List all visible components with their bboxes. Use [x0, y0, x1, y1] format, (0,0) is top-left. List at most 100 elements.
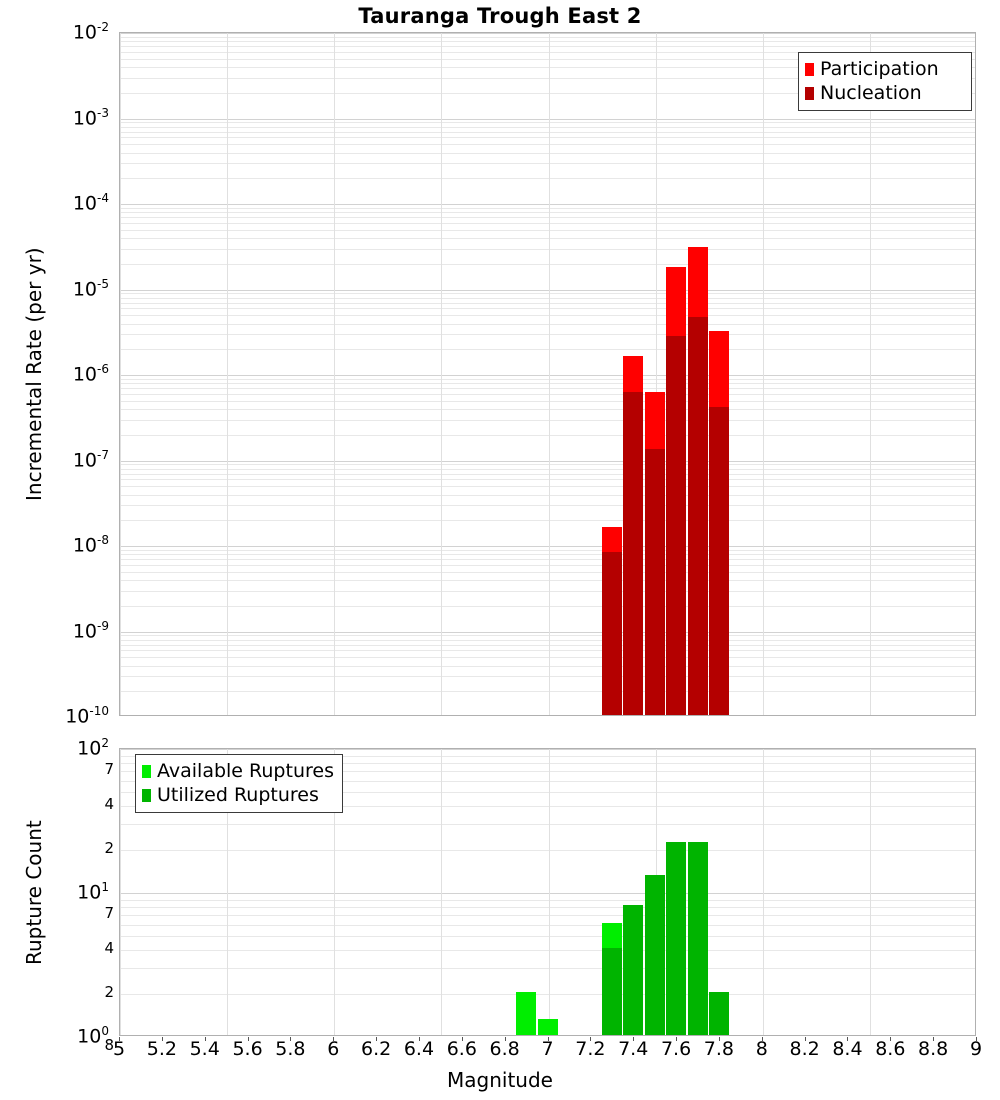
grid-line [120, 554, 975, 555]
grid-line [120, 303, 975, 304]
x-tick-mark [505, 1037, 506, 1041]
y-tick-label: 10-3 [4, 107, 109, 128]
grid-line [120, 591, 975, 592]
grid-line [120, 565, 975, 566]
y-tick-label: 10-5 [4, 278, 109, 299]
grid-line [120, 324, 975, 325]
grid-line [120, 550, 975, 551]
bar-segment-utilized-ruptures [709, 992, 729, 1035]
grid-line [120, 666, 975, 667]
grid-line [120, 606, 975, 607]
bar-segment-nucleation [623, 392, 643, 715]
grid-line [120, 394, 975, 395]
grid-line [120, 293, 975, 294]
legend-item: Nucleation [805, 81, 964, 105]
bar [709, 32, 729, 715]
legend-label: Participation [820, 60, 939, 79]
bar-segment-utilized-ruptures [645, 875, 665, 1035]
grid-line [120, 546, 975, 547]
grid-line [120, 217, 975, 218]
x-tick-mark [205, 1037, 206, 1041]
y-tick-label: 101 [4, 881, 109, 902]
grid-line [120, 580, 975, 581]
grid-line [120, 749, 121, 1035]
grid-line [120, 409, 975, 410]
bar-segment-nucleation [709, 407, 729, 715]
y-tick-label: 102 [4, 737, 109, 758]
x-tick-mark [762, 1037, 763, 1041]
grid-line [120, 290, 975, 291]
grid-line [120, 469, 975, 470]
x-tick-mark [419, 1037, 420, 1041]
grid-line [120, 41, 975, 42]
grid-line [120, 137, 975, 138]
grid-line [120, 238, 975, 239]
grid-line [120, 119, 975, 120]
grid-line [334, 33, 335, 715]
grid-line [441, 749, 442, 1035]
grid-line [120, 212, 975, 213]
legend-swatch-icon [805, 63, 814, 76]
grid-line [120, 33, 975, 34]
bar-segment-utilized-ruptures [602, 948, 622, 1035]
grid-line [120, 676, 975, 677]
legend-swatch-icon [142, 789, 151, 802]
x-tick-mark [119, 1037, 120, 1041]
grid-line [120, 383, 975, 384]
grid-line [870, 33, 871, 715]
grid-line [120, 315, 975, 316]
bar [516, 748, 536, 1035]
grid-line [763, 33, 764, 715]
legend-swatch-icon [805, 87, 814, 100]
y-tick-label: 10-4 [4, 192, 109, 213]
y-tick-label-minor: 2 [2, 985, 114, 1000]
bar [688, 32, 708, 715]
x-tick-mark [376, 1037, 377, 1041]
bar-segment-utilized-ruptures [688, 842, 708, 1035]
x-tick-mark [333, 1037, 334, 1041]
x-tick-mark [290, 1037, 291, 1041]
y-tick-label-minor: 4 [2, 797, 114, 812]
grid-line [120, 37, 975, 38]
bar [666, 32, 686, 715]
grid-line [120, 204, 975, 205]
grid-line [120, 298, 975, 299]
grid-line [120, 33, 121, 715]
grid-line [120, 46, 975, 47]
y-tick-label: 10-9 [4, 620, 109, 641]
grid-line [120, 650, 975, 651]
grid-line [120, 127, 975, 128]
grid-line [120, 144, 975, 145]
grid-line [549, 33, 550, 715]
bar-segment-nucleation [666, 336, 686, 715]
legend-label: Available Ruptures [157, 762, 334, 781]
grid-line [120, 401, 975, 402]
grid-line [120, 640, 975, 641]
x-axis-label: Magnitude [0, 1068, 1000, 1092]
grid-line [120, 178, 975, 179]
legend-label: Nucleation [820, 84, 922, 103]
bar [645, 32, 665, 715]
grid-line [120, 420, 975, 421]
y-tick-label-minor: 7 [2, 762, 114, 777]
x-tick-label: 9 [946, 1040, 1000, 1059]
bar-segment-nucleation [602, 552, 622, 715]
bar [602, 32, 622, 715]
legend-incremental-rate: Participation Nucleation [798, 52, 972, 111]
grid-line [120, 691, 975, 692]
legend-swatch-icon [142, 765, 151, 778]
grid-line [120, 520, 975, 521]
legend-rupture-count: Available RupturesUtilized Ruptures [135, 754, 343, 813]
x-tick-mark [590, 1037, 591, 1041]
grid-line [120, 388, 975, 389]
bar [623, 748, 643, 1035]
grid-line [120, 464, 975, 465]
grid-line [120, 461, 975, 462]
x-tick-mark [890, 1037, 891, 1041]
x-tick-mark [933, 1037, 934, 1041]
bar-segment-available-ruptures [516, 992, 536, 1035]
y-tick-label-minor: 7 [2, 906, 114, 921]
y-tick-label: 10-2 [4, 21, 109, 42]
bar-segment-nucleation [645, 449, 665, 715]
grid-line [120, 559, 975, 560]
